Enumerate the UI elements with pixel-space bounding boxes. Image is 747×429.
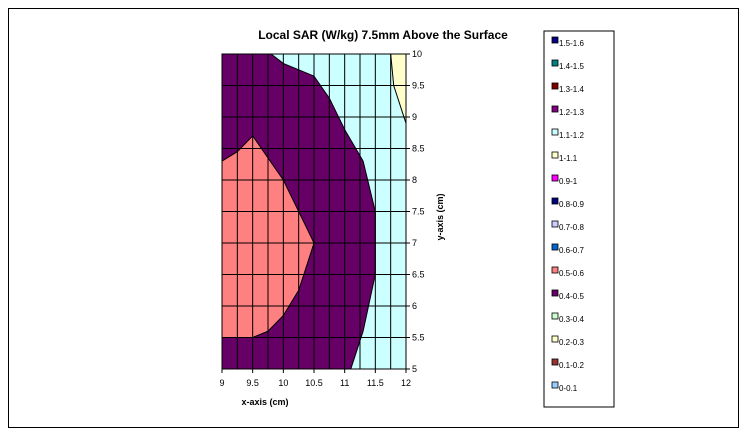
y-tick-label: 7 [412, 238, 417, 248]
y-tick-label: 8 [412, 175, 417, 185]
legend-swatch [551, 266, 559, 274]
legend-swatch [551, 59, 559, 67]
legend-box [543, 30, 615, 408]
legend-label: 0.9-1 [559, 177, 578, 186]
y-tick-label: 6 [412, 301, 417, 311]
y-tick-label: 9.5 [412, 81, 425, 91]
legend-swatch [551, 36, 559, 44]
legend-swatch [551, 82, 559, 90]
y-axis-ticks: 5 5.5 6 6.5 7 7.5 8 8.5 9 9.5 10 [406, 49, 425, 374]
y-tick-label: 6.5 [412, 270, 425, 280]
legend-swatch [551, 105, 559, 113]
legend-swatch [551, 381, 559, 389]
legend-swatch [551, 358, 559, 366]
chart-title: Local SAR (W/kg) 7.5mm Above the Surface [258, 28, 508, 42]
legend-swatch [551, 220, 559, 228]
legend-label: 1.4-1.5 [559, 62, 584, 71]
x-axis-label: x-axis (cm) [241, 397, 288, 407]
grid-lines [222, 54, 406, 369]
y-tick-label: 10 [412, 49, 422, 59]
legend-label: 0.4-0.5 [559, 292, 584, 301]
legend-label: 1.3-1.4 [559, 85, 584, 94]
legend-label: 0.8-0.9 [559, 200, 584, 209]
legend-label: 0.2-0.3 [559, 338, 584, 347]
y-tick-label: 9 [412, 112, 417, 122]
legend-swatch [551, 128, 559, 136]
legend-label: 0.6-0.7 [559, 246, 584, 255]
legend-label: 1.5-1.6 [559, 39, 584, 48]
legend-label: 1.2-1.3 [559, 108, 584, 117]
legend-swatch [551, 243, 559, 251]
legend: 1.5-1.6 1.4-1.5 1.3-1.4 1.2-1.3 1.1-1.2 1-1.1… [551, 36, 584, 393]
legend-label: 0.1-0.2 [559, 361, 584, 370]
legend-swatch [551, 289, 559, 297]
legend-label: 1-1.1 [559, 154, 578, 163]
x-tick-label: 10.5 [305, 378, 323, 388]
legend-swatch [551, 312, 559, 320]
x-tick-label: 11.5 [367, 378, 384, 388]
y-tick-label: 5 [412, 364, 417, 374]
y-tick-label: 5.5 [412, 333, 425, 343]
x-tick-label: 9.5 [246, 378, 259, 388]
legend-label: 1.1-1.2 [559, 131, 584, 140]
legend-label: 0.3-0.4 [559, 315, 584, 324]
contour-chart: Local SAR (W/kg) 7.5mm Above the Surface… [219, 28, 615, 408]
y-tick-label: 7.5 [412, 207, 425, 217]
legend-swatch [551, 197, 559, 205]
x-tick-label: 12 [401, 378, 411, 388]
x-axis-ticks: 9 9.5 10 10.5 11 11.5 12 [219, 369, 411, 388]
legend-swatch [551, 151, 559, 159]
legend-label: 0.5-0.6 [559, 269, 584, 278]
chart-frame: Local SAR (W/kg) 7.5mm Above the Surface… [8, 8, 739, 428]
legend-label: 0.7-0.8 [559, 223, 584, 232]
x-tick-label: 10 [278, 378, 288, 388]
x-tick-label: 9 [219, 378, 224, 388]
x-tick-label: 11 [340, 378, 349, 388]
legend-label: 0-0.1 [559, 384, 578, 393]
legend-swatch [551, 174, 559, 182]
legend-swatch [551, 335, 559, 343]
y-axis-label: y-axis (cm) [435, 193, 445, 240]
y-tick-label: 8.5 [412, 144, 425, 154]
